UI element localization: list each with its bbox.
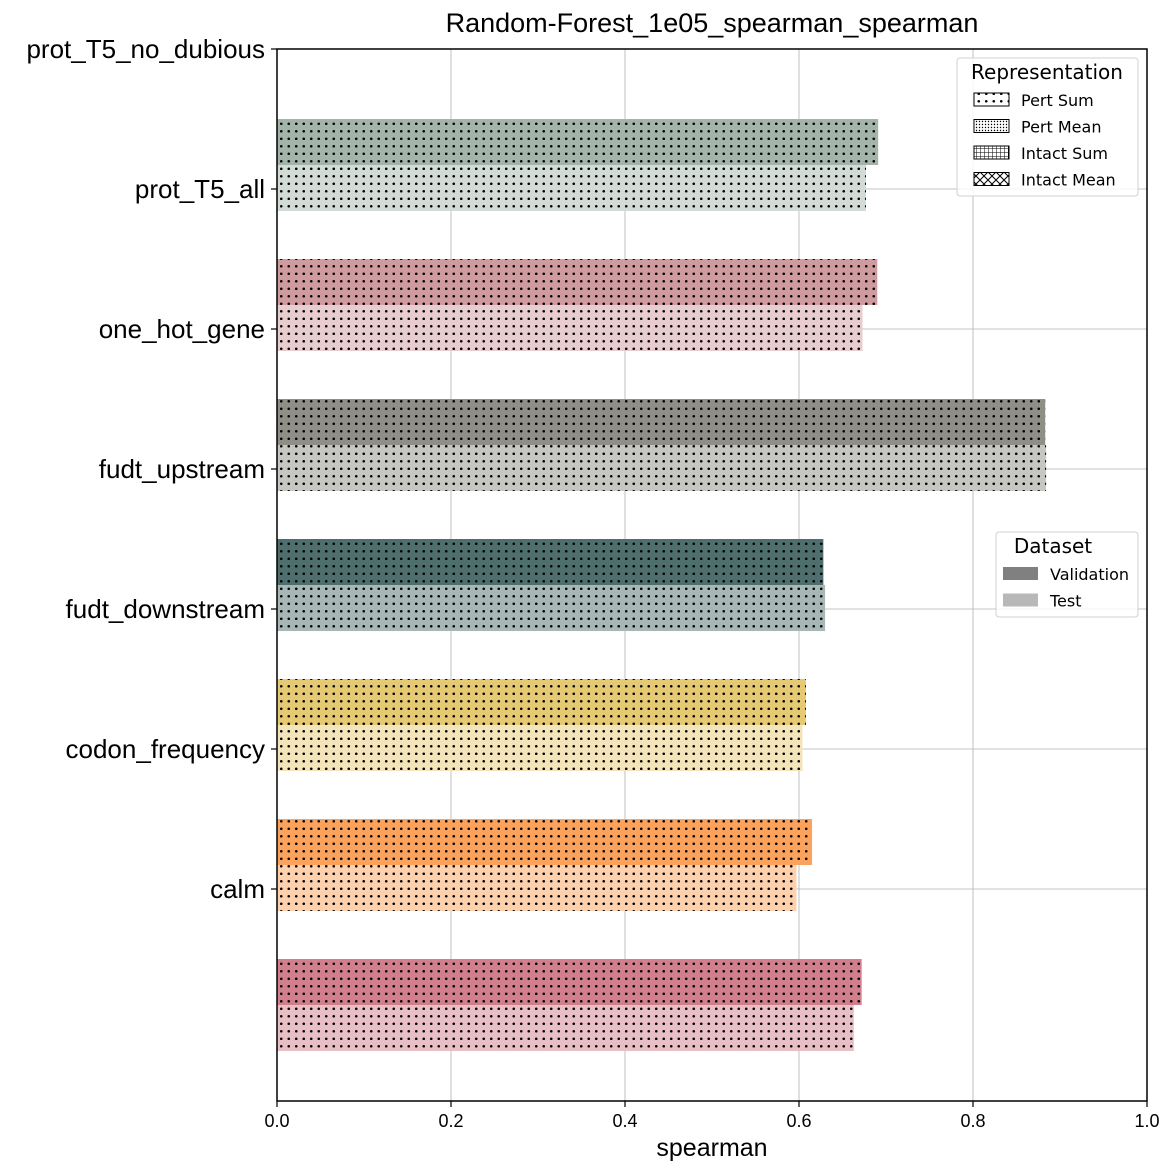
dataset-legend: Dataset Validation Test bbox=[995, 531, 1139, 618]
y-category-label: one_hot_gene bbox=[99, 314, 265, 344]
legend-label: Intact Mean bbox=[1021, 171, 1116, 190]
validation-bar-hatch bbox=[277, 819, 813, 865]
validation-bar-hatch bbox=[277, 399, 1046, 445]
bars bbox=[277, 119, 1047, 1051]
test-bar-hatch bbox=[277, 1005, 854, 1051]
representation-legend: Representation Pert Sum Pert Mean Intact S… bbox=[956, 57, 1139, 197]
representation-legend-items: Pert Sum Pert Mean Intact Sum Intact Mean bbox=[973, 91, 1116, 190]
test-bar-hatch bbox=[277, 305, 863, 351]
validation-bar-hatch bbox=[277, 539, 824, 585]
dataset-legend-items: Validation Test bbox=[1003, 565, 1129, 611]
x-axis-label: spearman bbox=[656, 1134, 767, 1162]
x-tick-label: 0.0 bbox=[264, 1111, 289, 1131]
y-category-label: fudt_downstream bbox=[66, 594, 265, 624]
y-category-label: calm bbox=[210, 874, 265, 904]
legend-label: Test bbox=[1049, 592, 1082, 611]
y-category-label: prot_T5_no_dubious bbox=[26, 34, 265, 64]
legend-swatch bbox=[973, 119, 1010, 133]
test-bar-hatch bbox=[277, 585, 826, 631]
validation-bar-hatch bbox=[277, 679, 806, 725]
legend-swatch bbox=[973, 172, 1010, 186]
legend-label: Intact Sum bbox=[1021, 144, 1108, 163]
legend-label: Validation bbox=[1050, 565, 1129, 584]
dataset-legend-title: Dataset bbox=[1014, 534, 1092, 558]
x-axis-ticks: 0.0 0.2 0.4 0.6 0.8 1.0 bbox=[264, 1101, 1160, 1131]
y-category-label: prot_T5_all bbox=[135, 174, 265, 204]
y-axis-categories: prot_T5_no_dubious prot_T5_all one_hot_gen… bbox=[26, 34, 277, 904]
legend-label: Pert Mean bbox=[1021, 118, 1101, 137]
test-bar-hatch bbox=[277, 725, 803, 771]
x-tick-label: 0.8 bbox=[960, 1111, 985, 1131]
validation-bar-hatch bbox=[277, 259, 878, 305]
x-tick-label: 0.2 bbox=[438, 1111, 463, 1131]
validation-bar-hatch bbox=[277, 119, 879, 165]
legend-swatch bbox=[973, 145, 1010, 160]
chart-title: Random-Forest_1e05_spearman_spearman bbox=[446, 8, 979, 38]
x-tick-label: 0.4 bbox=[612, 1111, 637, 1131]
legend-swatch bbox=[1003, 567, 1038, 580]
y-category-label: fudt_upstream bbox=[99, 454, 265, 484]
x-tick-label: 1.0 bbox=[1134, 1111, 1159, 1131]
test-bar-hatch bbox=[277, 165, 866, 211]
legend-label: Pert Sum bbox=[1021, 91, 1094, 110]
y-category-label: codon_frequency bbox=[66, 734, 265, 764]
validation-bar-hatch bbox=[277, 959, 862, 1005]
test-bar-hatch bbox=[277, 865, 797, 911]
legend-swatch bbox=[1003, 593, 1038, 607]
x-tick-label: 0.6 bbox=[786, 1111, 811, 1131]
representation-legend-title: Representation bbox=[971, 60, 1123, 84]
legend-swatch bbox=[973, 92, 1010, 107]
test-bar-hatch bbox=[277, 445, 1047, 491]
plot-frame bbox=[276, 48, 1148, 1102]
